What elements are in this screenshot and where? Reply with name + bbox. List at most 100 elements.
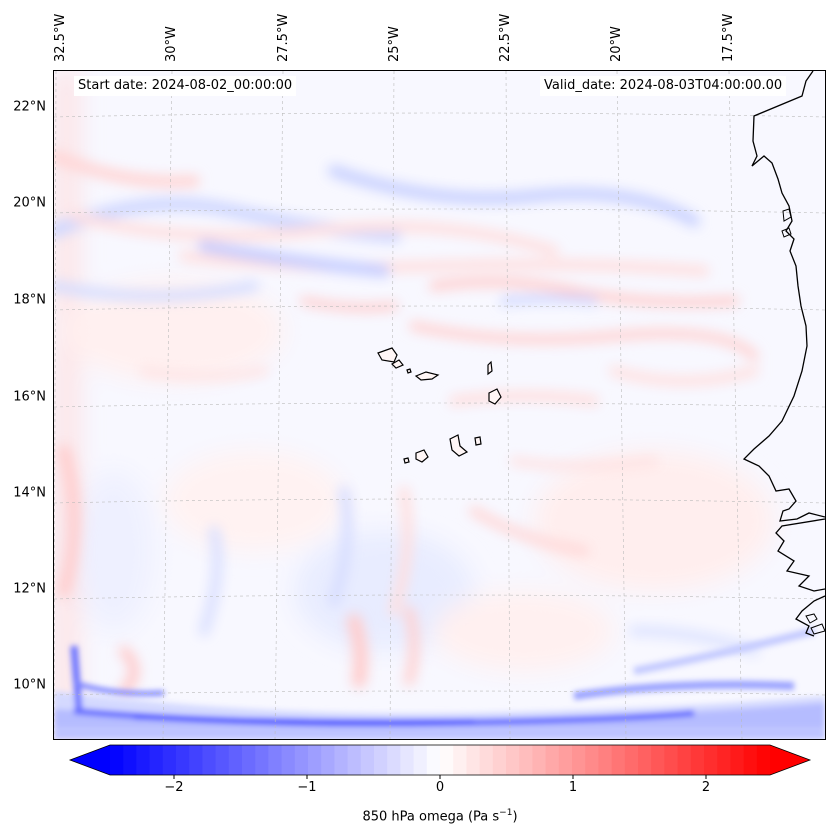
island-boa-vista: [488, 388, 502, 405]
colorbar-cell: [189, 745, 203, 775]
colorbar-cell: [756, 745, 771, 775]
colorbar-cell: [506, 745, 520, 775]
start-date-annotation: Start date: 2024-08-02_00:00:00: [74, 76, 297, 96]
lon-label-27-5w: 27.5°W: [276, 13, 291, 62]
colorbar-cell: [664, 745, 679, 775]
colorbar-cells: [70, 745, 810, 775]
island-santiago: [449, 434, 469, 457]
colorbar-cell: [730, 745, 745, 775]
colorbar-cell: [281, 745, 296, 775]
colorbar-cell: [242, 745, 256, 775]
colorbar-label-close: ): [512, 809, 518, 825]
lon-label-25w: 25°W: [387, 26, 402, 62]
colorbar-cell: [268, 745, 283, 775]
colorbar-cell: [585, 745, 599, 775]
colorbar-tick-neg1: −1: [297, 780, 317, 795]
colorbar-cell: [400, 745, 415, 775]
colorbar-cell: [136, 745, 151, 775]
colorbar-tick-2: 2: [701, 780, 711, 795]
colorbar-cell: [453, 745, 467, 775]
lat-label-16n: 16°N: [13, 389, 46, 405]
lon-label-30w: 30°W: [164, 26, 179, 62]
lon-label-32-5w: 32.5°W: [53, 13, 68, 62]
colorbar-label-exponent: −1: [499, 808, 513, 818]
colorbar-cell: [215, 745, 230, 775]
diffuse-omega-pattern: [54, 71, 774, 739]
colorbar-cell: [228, 745, 243, 775]
colorbar-cell: [532, 745, 547, 775]
colorbar-cell: [704, 745, 718, 775]
colorbar-cell: [677, 745, 692, 775]
colorbar-tick-neg2: −2: [164, 780, 184, 795]
colorbar-cell: [638, 745, 652, 775]
colorbar-cell: [479, 745, 494, 775]
offshore-island-3: [782, 208, 792, 222]
colorbar-cell: [162, 745, 177, 775]
offshore-island-2: [810, 623, 825, 635]
colorbar-cell: [519, 745, 533, 775]
island-brava: [403, 457, 410, 464]
colorbar: [68, 744, 812, 779]
colorbar-outline: [68, 744, 812, 776]
colorbar-cell: [440, 745, 454, 775]
colorbar-cell: [598, 745, 613, 775]
africa-coastline: [742, 71, 825, 522]
colorbar-cell: [624, 745, 639, 775]
colorbar-cell: [558, 745, 573, 775]
colorbar-cell: [413, 745, 428, 775]
omega-field-map: [54, 71, 825, 739]
colorbar-cell: [717, 745, 731, 775]
valid-date-annotation: Valid_date: 2024-08-03T04:00:00.00: [540, 76, 787, 96]
africa-coastline-south: [775, 518, 825, 592]
colorbar-cell: [149, 745, 164, 775]
colorbar-label-text: 850 hPa omega (Pa s: [362, 809, 500, 825]
colorbar-cell: [334, 745, 349, 775]
cape-verde-islands: [377, 347, 502, 464]
colorbar-cell: [743, 745, 758, 775]
colorbar-cell: [176, 745, 190, 775]
island-santa-luzia: [406, 368, 412, 374]
island-sal: [487, 360, 493, 376]
colorbar-extend-max: [770, 745, 810, 775]
colorbar-tick-0: 0: [435, 780, 445, 795]
colorbar-cell: [255, 745, 269, 775]
colorbar-cell: [426, 745, 441, 775]
colorbar-cell: [651, 745, 665, 775]
island-maio: [474, 436, 482, 446]
lat-label-18n: 18°N: [13, 292, 46, 308]
map-frame[interactable]: [53, 70, 826, 740]
offshore-island-1: [805, 613, 818, 624]
lat-label-14n: 14°N: [13, 485, 46, 501]
colorbar-label: 850 hPa omega (Pa s−1): [362, 808, 517, 824]
colorbar-cell: [611, 745, 626, 775]
colorbar-tick-1: 1: [568, 780, 578, 795]
lat-label-22n: 22°N: [13, 99, 46, 115]
colorbar-cell: [387, 745, 401, 775]
colorbar-cell: [110, 745, 124, 775]
colorbar-cell: [360, 745, 375, 775]
colorbar-cell: [347, 745, 362, 775]
colorbar-cell: [294, 745, 309, 775]
southern-strong-band: [54, 627, 825, 739]
colorbar-cell: [123, 745, 137, 775]
colorbar-cell: [466, 745, 481, 775]
island-fogo: [415, 449, 429, 463]
colorbar-cell: [202, 745, 217, 775]
colorbar-cell: [572, 745, 586, 775]
colorbar-extend-min: [70, 745, 110, 775]
africa-coastline-guinea: [795, 595, 825, 637]
lon-label-22-5w: 22.5°W: [498, 13, 513, 62]
graticule: [54, 71, 825, 739]
lat-label-10n: 10°N: [13, 677, 46, 693]
colorbar-cell: [321, 745, 335, 775]
colorbar-cell: [308, 745, 322, 775]
island-santo-antao: [377, 347, 398, 363]
lat-label-20n: 20°N: [13, 195, 46, 211]
colorbar-cell: [690, 745, 705, 775]
island-sao-vicente: [391, 359, 404, 369]
offshore-island-4: [781, 227, 792, 238]
colorbar-cell: [374, 745, 388, 775]
lon-label-20w: 20°W: [609, 26, 624, 62]
island-sao-nicolau: [414, 371, 440, 381]
colorbar-cell: [492, 745, 507, 775]
